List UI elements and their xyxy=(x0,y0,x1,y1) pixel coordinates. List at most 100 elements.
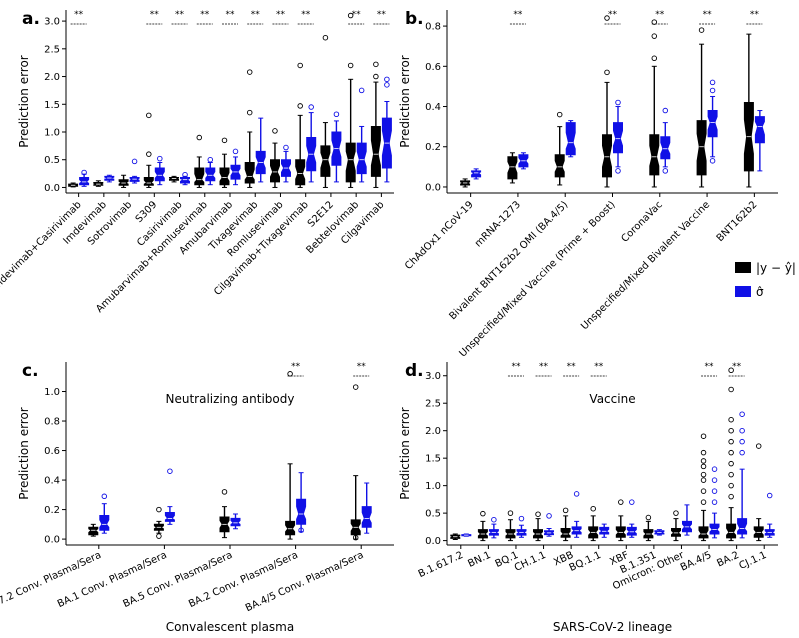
box-abs-error xyxy=(477,510,488,542)
x-axis-title: Neutralizing antibody xyxy=(166,392,295,406)
flier-point xyxy=(352,534,359,541)
legend-swatch xyxy=(735,286,751,297)
box-body xyxy=(143,177,154,186)
y-tick-label: 0.6 xyxy=(44,446,60,457)
box-abs-error xyxy=(533,511,543,542)
box-abs-error xyxy=(698,433,709,542)
box-body xyxy=(626,526,637,536)
box-body xyxy=(118,179,129,186)
box-body xyxy=(660,136,671,160)
flier-point xyxy=(347,12,354,19)
flier-point xyxy=(167,468,173,474)
flier-point xyxy=(709,79,716,86)
box-abs-error xyxy=(194,134,205,188)
box-abs-error xyxy=(588,505,599,542)
box-sigma xyxy=(654,529,665,536)
box-sigma xyxy=(571,491,582,538)
flier-point xyxy=(480,510,486,517)
y-tick-label: 0.0 xyxy=(425,182,441,193)
box-body xyxy=(599,526,610,535)
box-body xyxy=(560,528,571,538)
box-body xyxy=(696,120,707,176)
box-abs-error xyxy=(169,175,179,183)
box-body xyxy=(320,145,331,177)
flier-point xyxy=(651,19,658,25)
box-sigma xyxy=(356,87,367,183)
box-sigma xyxy=(518,152,529,170)
flier-point xyxy=(615,99,621,106)
flier-point xyxy=(728,386,734,393)
box-abs-error xyxy=(370,61,381,188)
significance-marker: ** xyxy=(703,10,713,20)
flier-point xyxy=(81,169,87,176)
flier-point xyxy=(507,510,514,516)
box-abs-error xyxy=(643,514,654,542)
y-tick-label: 2.0 xyxy=(44,72,60,83)
significance-marker: ** xyxy=(291,362,301,372)
flier-point xyxy=(728,493,734,500)
significance-marker: ** xyxy=(539,362,549,372)
box-abs-error xyxy=(285,371,296,540)
x-tick-label: BA.4/5 xyxy=(679,550,713,574)
box-sigma xyxy=(488,516,499,539)
box-abs-error xyxy=(460,178,471,188)
y-tick-label: 0.5 xyxy=(425,509,441,520)
y-tick-label: 0.4 xyxy=(44,476,60,487)
flier-point xyxy=(535,511,541,517)
box-sigma xyxy=(230,148,241,186)
box-sigma xyxy=(516,515,527,538)
box-body xyxy=(194,167,205,186)
box-body xyxy=(88,526,99,536)
significance-marker: ** xyxy=(655,10,665,20)
box-sigma xyxy=(331,111,342,183)
flier-point xyxy=(246,69,253,75)
y-tick-label: 1.5 xyxy=(44,100,60,111)
box-sigma xyxy=(180,171,190,186)
flier-point xyxy=(739,449,745,456)
legend-swatch xyxy=(735,262,751,273)
box-abs-error xyxy=(753,443,764,542)
flier-point xyxy=(221,137,228,144)
flier-point xyxy=(373,73,379,80)
box-sigma xyxy=(154,155,165,186)
box-sigma xyxy=(205,156,216,186)
flier-point xyxy=(333,111,340,118)
box-sigma xyxy=(361,482,372,534)
box-abs-error xyxy=(153,506,164,539)
flier-point xyxy=(651,33,658,39)
x-tick-label: ChAdOx1 nCoV-19 xyxy=(403,199,476,272)
flier-point xyxy=(562,507,569,514)
significance-marker: ** xyxy=(750,10,760,20)
y-tick-label: 1.5 xyxy=(425,454,441,465)
box-abs-error xyxy=(615,499,626,542)
box-abs-error xyxy=(219,137,230,188)
box-body xyxy=(671,528,681,537)
box-abs-error xyxy=(696,27,707,188)
flier-point xyxy=(700,471,707,478)
box-abs-error xyxy=(350,384,361,541)
x-tick-label: BA.5 Conv. Plasma/Sera xyxy=(121,550,234,610)
box-sigma xyxy=(461,533,472,537)
flier-point xyxy=(700,458,707,464)
box-body xyxy=(649,134,660,176)
box-sigma xyxy=(471,168,482,180)
box-sigma xyxy=(79,169,90,187)
box-sigma xyxy=(306,104,317,183)
significance-marker: ** xyxy=(513,10,523,20)
box-abs-error xyxy=(88,523,99,537)
box-sigma xyxy=(99,493,110,534)
flier-point xyxy=(384,82,390,88)
box-abs-error xyxy=(244,69,255,188)
box-sigma xyxy=(599,523,610,538)
box-sigma xyxy=(682,504,692,536)
flier-point xyxy=(728,438,734,445)
flier-point xyxy=(352,384,359,390)
significance-marker: ** xyxy=(594,362,604,372)
box-sigma xyxy=(613,99,623,174)
y-tick-label: 2.0 xyxy=(425,426,441,437)
flier-point xyxy=(518,515,525,522)
flier-point xyxy=(728,482,734,489)
box-body xyxy=(244,162,255,184)
flier-point xyxy=(196,134,203,141)
x-tick-label: BA.1 Conv. Plasma/Sera xyxy=(56,550,169,610)
